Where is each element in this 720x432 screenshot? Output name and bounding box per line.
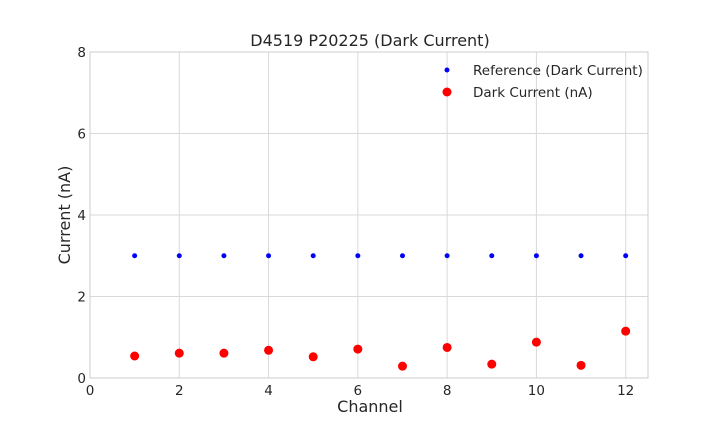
dark-current-point <box>130 351 140 361</box>
dark-current-point <box>621 326 631 336</box>
x-tick-label: 2 <box>175 383 184 399</box>
reference-point <box>399 253 405 259</box>
legend-marker-reference <box>444 67 450 73</box>
series-markers <box>130 253 631 371</box>
chart-title: D4519 P20225 (Dark Current) <box>250 31 489 50</box>
y-tick-label: 8 <box>77 45 86 61</box>
x-axis-label: Channel <box>337 397 403 416</box>
plot-frame <box>89 51 649 379</box>
y-axis-label: Current (nA) <box>55 166 74 265</box>
dark-current-point <box>442 342 452 352</box>
dark-current-point <box>531 337 541 347</box>
reference-point <box>489 253 495 259</box>
reference-point <box>533 253 539 259</box>
dark-current-point <box>264 345 274 355</box>
dark-current-point <box>174 348 184 358</box>
x-tick-label: 8 <box>443 383 452 399</box>
dark-current-point <box>353 344 363 354</box>
dark-current-point <box>308 352 318 362</box>
x-tick-label: 6 <box>354 383 363 399</box>
y-tick-labels: 0 2 4 6 8 <box>77 45 86 387</box>
x-tick-labels: 0 2 4 6 8 10 12 <box>86 383 635 399</box>
legend: Reference (Dark Current) Dark Current (n… <box>442 63 643 101</box>
reference-point <box>623 253 629 259</box>
dark-current-point <box>219 348 229 358</box>
reference-point <box>176 253 182 259</box>
x-tick-label: 10 <box>528 383 545 399</box>
reference-point <box>132 253 138 259</box>
reference-point <box>310 253 316 259</box>
dark-current-point <box>576 360 586 370</box>
y-tick-label: 4 <box>77 208 86 224</box>
legend-marker-dark-current <box>442 87 452 97</box>
reference-point <box>355 253 361 259</box>
x-tick-label: 12 <box>617 383 634 399</box>
legend-label-reference: Reference (Dark Current) <box>473 63 643 79</box>
y-tick-label: 6 <box>77 127 86 143</box>
x-tick-label: 0 <box>86 383 95 399</box>
reference-point <box>221 253 227 259</box>
dark-current-point <box>397 361 407 371</box>
y-tick-label: 0 <box>77 371 86 387</box>
x-tick-label: 4 <box>264 383 273 399</box>
reference-point <box>578 253 584 259</box>
reference-point <box>444 253 450 259</box>
reference-point <box>266 253 272 259</box>
legend-label-dark-current: Dark Current (nA) <box>473 85 593 101</box>
dark-current-point <box>487 359 497 369</box>
y-tick-label: 2 <box>77 290 86 306</box>
